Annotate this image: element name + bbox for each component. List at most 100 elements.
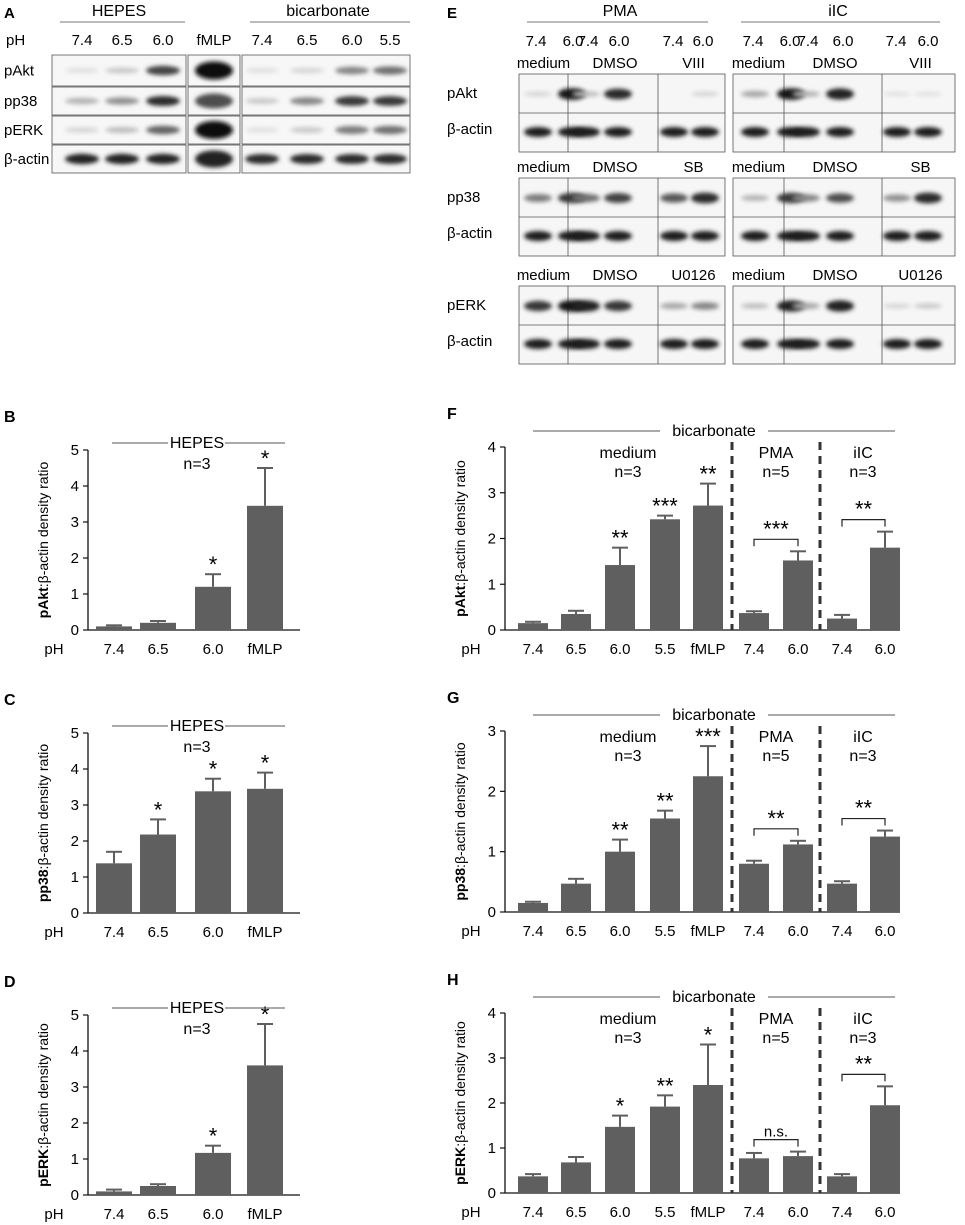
bar: [561, 1162, 591, 1193]
group-label-hepes: HEPES: [92, 3, 146, 20]
bar: [693, 1085, 723, 1193]
significance-label: *: [261, 1002, 270, 1027]
blot-band: [604, 339, 632, 349]
comparison-label: **: [855, 497, 873, 522]
x-tick-label: fMLP: [690, 641, 725, 658]
subgroup-n: n=3: [614, 1030, 641, 1047]
top-label: bicarbonate: [672, 707, 756, 724]
bar: [605, 851, 635, 912]
y-tick-label: 4: [71, 1043, 79, 1060]
lane-label: 6.0: [780, 33, 801, 50]
x-tick-label: 7.4: [744, 1204, 765, 1221]
x-tick-label: fMLP: [247, 1206, 282, 1223]
lane-label: 7.4: [72, 32, 93, 49]
y-tick-label: 0: [71, 622, 79, 639]
bar: [827, 1176, 857, 1193]
condition-label: medium: [517, 55, 570, 72]
x-tick-label: 7.4: [744, 641, 765, 658]
y-axis-label-bold: pp38: [452, 868, 468, 901]
blot-band: [245, 153, 279, 165]
y-tick-label: 0: [488, 904, 496, 921]
x-tick-label: fMLP: [690, 923, 725, 940]
bar: [96, 626, 132, 630]
bar: [96, 1191, 132, 1195]
blot-band: [245, 127, 279, 133]
blot-band: [245, 67, 279, 74]
x-tick-label: 6.0: [788, 923, 809, 940]
blot-row-label: pp38: [4, 93, 37, 110]
bar: [605, 565, 635, 630]
x-tick-label: 6.0: [610, 923, 631, 940]
blot-row-label: pAkt: [4, 63, 35, 80]
group-label-bicarbonate: bicarbonate: [286, 3, 370, 20]
blot-band: [741, 195, 769, 201]
bar: [827, 618, 857, 630]
blot-band: [691, 302, 719, 310]
blot-band: [146, 95, 180, 107]
significance-label: *: [261, 446, 270, 471]
x-tick-label: 7.4: [832, 923, 853, 940]
blot-band: [883, 303, 911, 309]
subgroup-n: n=5: [762, 748, 789, 765]
y-axis-label: pp38:β-actin density ratio: [35, 744, 51, 902]
subgroup-n: n=3: [614, 464, 641, 481]
blot-band: [105, 126, 139, 134]
subgroup-n: n=3: [614, 748, 641, 765]
blot-band: [290, 127, 324, 133]
comparison-bracket: [753, 1139, 799, 1147]
x-axis-label: pH: [461, 923, 480, 940]
panel-letter-c: C: [4, 692, 16, 709]
subgroup-n: n=5: [762, 464, 789, 481]
blot-band: [335, 66, 369, 75]
y-tick-label: 0: [71, 905, 79, 922]
blot-band: [195, 93, 233, 109]
y-tick-label: 0: [488, 1185, 496, 1202]
chart-panel-c: C 0 1 2 3 4 5 pp38:β-actin density ratio pH 7.4 * 6…: [4, 692, 300, 941]
condition-label: DMSO: [813, 267, 858, 284]
blot-band: [604, 231, 632, 241]
blot-band: [792, 194, 820, 202]
comparison-bracket: [841, 817, 886, 826]
blot-row-label: pAkt: [447, 85, 478, 102]
blot-band: [883, 231, 911, 241]
subgroup-n: n=3: [849, 464, 876, 481]
blot-row-label: pp38: [447, 189, 480, 206]
y-tick-label: 4: [488, 1005, 496, 1022]
lane-label: 6.0: [342, 32, 363, 49]
bar: [195, 586, 231, 630]
blot-band: [146, 125, 180, 135]
blot-band: [373, 96, 407, 106]
blot-band: [826, 88, 854, 100]
blot-row-label: β-actin: [4, 151, 49, 168]
y-tick-label: 1: [71, 586, 79, 603]
x-tick-label: 6.5: [566, 641, 587, 658]
y-tick-label: 3: [71, 797, 79, 814]
subgroup-n: n=5: [762, 1030, 789, 1047]
blot-band: [792, 127, 820, 137]
blot-band: [741, 339, 769, 349]
blot-band: [914, 91, 942, 97]
blot-band: [524, 127, 552, 137]
bar: [561, 883, 591, 912]
y-tick-label: 3: [488, 1050, 496, 1067]
lane-label: 5.5: [380, 32, 401, 49]
subgroup-title: PMA: [759, 445, 794, 462]
blot-panel-a: A HEPES bicarbonate pH 7.4 6.5 6.0 fMLP 7.4 6.5 6.…: [4, 3, 411, 174]
bar: [140, 622, 176, 630]
blot-band: [883, 91, 911, 97]
bar: [827, 883, 857, 912]
blot-band: [335, 153, 369, 165]
x-axis-label: pH: [44, 1206, 63, 1223]
y-axis-label: pAkt:β-actin density ratio: [452, 460, 468, 617]
significance-label: **: [656, 789, 674, 814]
blot-band: [373, 125, 407, 135]
condition-label: medium: [732, 55, 785, 72]
bar: [518, 1176, 548, 1193]
lane-label: 7.4: [578, 33, 599, 50]
bar: [870, 547, 900, 630]
y-tick-label: 5: [71, 442, 79, 459]
blot-band: [660, 127, 688, 137]
lane-label: 6.0: [918, 33, 939, 50]
n-label: n=3: [183, 456, 210, 473]
blot-band: [777, 300, 805, 312]
